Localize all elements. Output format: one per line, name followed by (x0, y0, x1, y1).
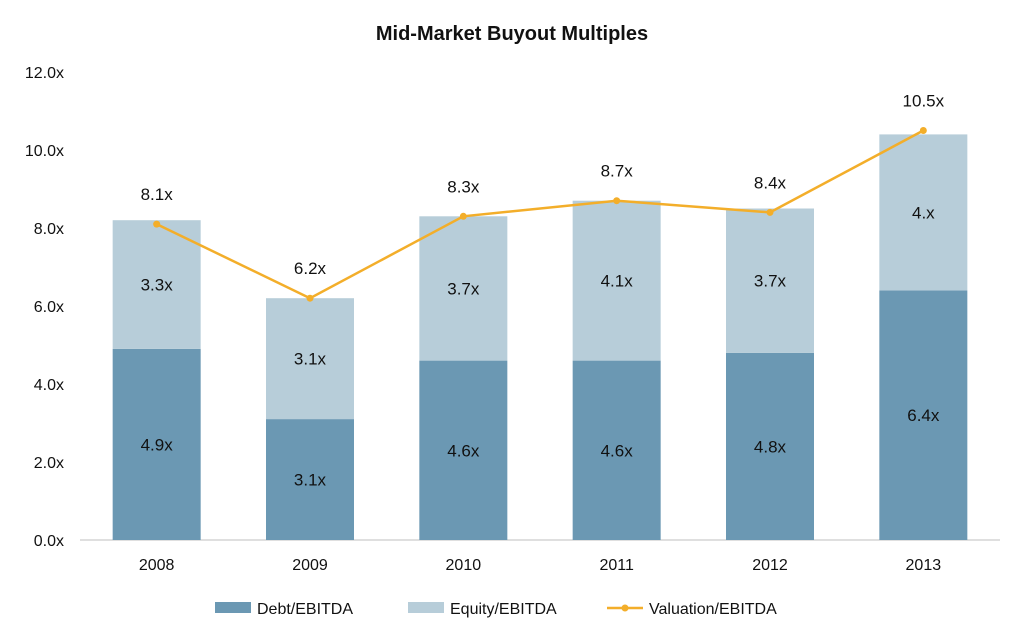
valuation-value-label: 6.2x (294, 259, 327, 278)
line-series-group (153, 127, 927, 302)
debt-value-label: 6.4x (907, 406, 940, 425)
y-tick-label: 2.0x (34, 455, 64, 472)
valuation-value-label: 8.3x (447, 177, 480, 196)
legend-swatch (408, 602, 444, 613)
debt-value-label: 4.9x (141, 435, 174, 454)
legend-marker (621, 604, 629, 612)
equity-value-label: 4.x (912, 203, 935, 222)
equity-bar (572, 200, 661, 361)
x-tick-label: 2008 (139, 557, 175, 574)
legend-label: Equity/EBITDA (450, 601, 557, 618)
debt-bar (879, 290, 968, 540)
legend: Debt/EBITDA Equity/EBITDA Valuation/EBITDA (215, 601, 777, 618)
bar-series-group (112, 134, 968, 540)
x-tick-label: 2010 (446, 557, 482, 574)
valuation-point (766, 208, 774, 216)
y-tick-label: 6.0x (34, 299, 64, 316)
debt-value-label: 4.8x (754, 437, 787, 456)
y-axis: 0.0x 2.0x 4.0x 6.0x 8.0x 10.0x 12.0x (25, 65, 64, 550)
valuation-point (613, 197, 621, 205)
debt-value-label: 4.6x (447, 441, 480, 460)
legend-label: Debt/EBITDA (257, 601, 353, 618)
valuation-value-label: 8.1x (141, 185, 174, 204)
debt-value-label: 4.6x (601, 441, 634, 460)
legend-label: Valuation/EBITDA (649, 601, 777, 618)
x-axis: 2008 2009 2010 2011 2012 2013 (80, 539, 1000, 574)
y-tick-label: 8.0x (34, 221, 64, 238)
equity-value-label: 3.1x (294, 350, 327, 369)
debt-bar (572, 360, 661, 540)
equity-value-label: 3.7x (754, 272, 787, 291)
x-tick-label: 2013 (906, 557, 942, 574)
x-tick-label: 2012 (752, 557, 788, 574)
valuation-value-label: 10.5x (903, 92, 945, 111)
equity-bar (726, 208, 814, 353)
data-labels-group: 4.9x 3.3x 3.1x 3.1x 4.6x 3.7x 4.6x 4.1x 4.8x 3.7x… (141, 92, 945, 490)
valuation-point (153, 220, 161, 228)
y-tick-label: 4.0x (34, 377, 64, 394)
equity-value-label: 3.3x (141, 276, 174, 295)
equity-value-label: 3.7x (447, 279, 480, 298)
equity-bar (419, 216, 508, 361)
debt-bar (419, 360, 508, 540)
equity-bar (112, 220, 201, 349)
y-tick-label: 12.0x (25, 65, 64, 82)
valuation-point (919, 127, 927, 134)
chart-title: Mid-Market Buyout Multiples (376, 23, 648, 45)
valuation-point (306, 294, 314, 302)
debt-bar (726, 352, 814, 540)
legend-swatch (215, 602, 251, 613)
equity-bar (879, 134, 968, 291)
equity-value-label: 4.1x (601, 272, 634, 291)
y-tick-label: 0.0x (34, 533, 64, 550)
x-tick-label: 2011 (599, 557, 634, 574)
equity-bar (266, 298, 354, 420)
valuation-value-label: 8.7x (601, 162, 634, 181)
valuation-point (459, 212, 467, 220)
debt-value-label: 3.1x (294, 471, 327, 490)
x-tick-label: 2009 (292, 557, 328, 574)
debt-bar (266, 419, 354, 540)
valuation-value-label: 8.4x (754, 173, 787, 192)
debt-bar (112, 348, 201, 540)
y-tick-label: 10.0x (25, 143, 64, 160)
valuation-line (156, 129, 924, 300)
